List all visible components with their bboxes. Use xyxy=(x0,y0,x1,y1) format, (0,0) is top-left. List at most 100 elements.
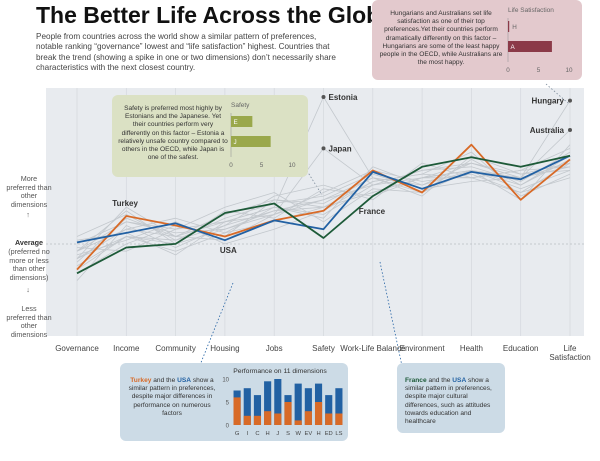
turkey-callout-text: show a similar pattern in preferences, d… xyxy=(128,377,216,417)
highlighted-country-lines xyxy=(76,143,571,275)
tick-5: 5 xyxy=(537,67,541,74)
x-label-life-satisfaction: Life Satisfaction xyxy=(549,344,590,362)
page-title: The Better Life Across the Globe xyxy=(36,2,393,28)
perf-bar-turkey-4 xyxy=(274,413,282,425)
turkey-series-label: Turkey xyxy=(112,199,138,208)
safety-callout: Safety is preferred most highly by Eston… xyxy=(112,95,308,177)
perf-bar-turkey-2 xyxy=(253,415,262,425)
usa-keyword: USA xyxy=(177,377,191,384)
perf-bar-usa-2 xyxy=(253,395,262,425)
labeled-points: Estonia Japan Hungary Australia Turkey USA Fra… xyxy=(112,93,572,255)
y-tick-0: 0 xyxy=(226,424,230,430)
callout-leaders xyxy=(199,83,569,367)
y-tick-5: 5 xyxy=(226,401,230,407)
life-satisfaction-chart-title: Life Satisfaction xyxy=(508,7,554,14)
perf-x-label-c: C xyxy=(255,431,259,437)
x-label-governance: Governance xyxy=(55,344,99,353)
perf-bar-usa-6 xyxy=(294,383,302,425)
x-label-work-life-balance: Work-Life Balance xyxy=(340,344,406,353)
estonia-label: Estonia xyxy=(329,93,358,102)
france-keyword: France xyxy=(405,377,427,384)
safety-bar-chart: Safety E J 0 5 10 xyxy=(229,102,296,169)
perf-x-label-w: W xyxy=(295,431,301,437)
tick-0: 0 xyxy=(506,67,510,74)
bar-e xyxy=(231,116,253,127)
usa-keyword: USA xyxy=(452,377,467,384)
y-label-average: Average xyxy=(14,238,44,247)
perf-x-label-h: H xyxy=(316,431,320,437)
x-label-housing: Housing xyxy=(210,344,239,353)
performance-chart-title: Performance on 11 dimensions xyxy=(233,368,327,375)
country-7-line xyxy=(76,170,571,245)
turkey-line xyxy=(76,143,571,271)
bar-label-h: H xyxy=(512,24,517,31)
estonia-point xyxy=(321,95,326,99)
x-label-community: Community xyxy=(155,344,195,353)
bar-h xyxy=(508,21,510,32)
australia-point xyxy=(568,128,572,133)
country-18-line xyxy=(76,166,571,270)
perf-bar-usa-9 xyxy=(325,395,333,425)
perf-x-label-h: H xyxy=(266,431,270,437)
y-label-less-preferred: Less preferred than other dimensions xyxy=(6,304,52,339)
perf-bar-usa-1 xyxy=(243,388,251,425)
life-leader xyxy=(545,83,569,104)
perf-x-label-ev: EV xyxy=(304,431,312,437)
life-callout-text: Hungarians and Australians set life sati… xyxy=(379,10,503,67)
perf-x-label-ed: ED xyxy=(325,431,333,437)
japan-label: Japan xyxy=(329,144,352,153)
perf-bar-turkey-7 xyxy=(304,411,312,425)
y-label-average-note: (preferred no more or less than other di… xyxy=(8,247,50,282)
x-label-safety: Safety xyxy=(312,344,335,353)
and-the-text: and the xyxy=(426,377,453,384)
hungary-point xyxy=(568,98,572,103)
turkey-usa-callout: Turkey and the USA show a similar patter… xyxy=(120,363,348,441)
x-label-jobs: Jobs xyxy=(266,344,283,353)
usa-series-label: USA xyxy=(220,246,237,255)
perf-x-label-i: I xyxy=(246,431,248,437)
france-series-label: France xyxy=(359,207,386,216)
x-axis-labels: Governance Income Community Housing Jobs Safe… xyxy=(55,344,590,362)
turkey-usa-leader xyxy=(199,282,234,366)
france-usa-callout: France and the USA show a similar patter… xyxy=(397,363,505,433)
bar-label-a: A xyxy=(511,44,516,51)
perf-bar-turkey-8 xyxy=(314,402,323,425)
bar-label-j: J xyxy=(234,139,237,146)
life-satisfaction-callout: Hungarians and Australians set life sati… xyxy=(372,0,582,80)
australia-label: Australia xyxy=(530,126,565,135)
intro-text: People from countries across the world s… xyxy=(36,32,336,72)
perf-bar-turkey-6 xyxy=(294,420,302,425)
hungary-label: Hungary xyxy=(532,97,565,106)
tick-5: 5 xyxy=(260,162,264,169)
perf-bar-turkey-9 xyxy=(325,413,333,425)
perf-bar-turkey-10 xyxy=(335,413,343,425)
france-callout-text: show a similar pattern in preferences, d… xyxy=(405,377,492,426)
safety-callout-text: Safety is preferred most highly by Eston… xyxy=(118,105,228,162)
country-16-line xyxy=(76,144,571,252)
perf-bar-turkey-1 xyxy=(243,415,251,425)
perf-bar-turkey-3 xyxy=(264,411,272,425)
perf-x-label-g: G xyxy=(235,431,240,437)
life-satisfaction-bar-chart: Life Satisfaction H A 0 5 10 xyxy=(506,7,573,74)
y-arrow-up-icon: ↑ xyxy=(26,210,30,219)
y-arrow-down-icon: ↓ xyxy=(26,285,30,294)
tick-10: 10 xyxy=(565,67,573,74)
tick-10: 10 xyxy=(288,162,296,169)
y-tick-10: 10 xyxy=(222,378,229,384)
and-the-text: and the xyxy=(151,377,178,384)
perf-bar-usa-10 xyxy=(335,388,343,425)
perf-bar-usa-4 xyxy=(274,379,282,425)
japan-point xyxy=(321,146,326,151)
tick-0: 0 xyxy=(229,162,233,169)
turkey-keyword: Turkey xyxy=(130,377,152,384)
bar-j xyxy=(231,136,271,147)
bar-label-e: E xyxy=(234,119,238,126)
bar-a xyxy=(508,41,552,52)
perf-bar-usa-7 xyxy=(304,388,312,425)
safety-chart-title: Safety xyxy=(231,102,250,109)
perf-bar-turkey-0 xyxy=(233,397,241,425)
france-line xyxy=(76,154,571,275)
perf-x-label-ls: LS xyxy=(335,431,342,437)
